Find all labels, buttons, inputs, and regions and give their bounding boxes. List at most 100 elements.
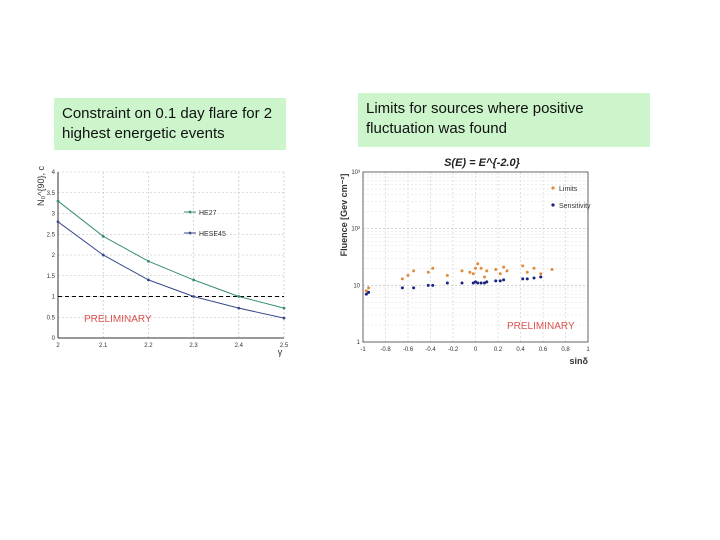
data-point-sensitivity [539,275,543,279]
x-tick-label: -0.6 [403,347,414,353]
x-tick-label: -0.4 [425,347,436,353]
x-axis-label: γ [278,347,283,357]
x-tick-label: 0 [474,347,478,353]
data-point-sensitivity [483,281,486,285]
x-tick-label: 0.6 [539,347,548,353]
data-point-limits [364,289,368,293]
data-point-limits [412,269,416,273]
data-point [282,306,286,310]
series-line-hese45 [57,221,285,319]
data-point-sensitivity [471,281,475,285]
x-tick-label: 0.4 [516,347,525,353]
data-point [101,253,105,257]
preliminary-label: PRELIMINARY [507,321,575,332]
data-point-sensitivity [479,281,483,285]
data-point-limits [426,270,430,274]
x-tick-label: -0.8 [380,347,391,353]
data-point-limits [532,266,536,270]
y-tick-label: 3.5 [47,191,56,197]
data-point-limits [406,273,410,277]
data-point-limits [525,270,529,274]
data-point-sensitivity [431,283,435,287]
data-point-sensitivity [521,277,525,281]
y-tick-label: 10³ [351,170,360,176]
legend-marker [551,203,555,207]
data-point [56,199,60,203]
x-tick-label: 2.4 [235,343,244,349]
y-tick-label: 3 [52,212,56,218]
data-point [282,316,286,320]
data-point-sensitivity [400,286,404,290]
data-point-sensitivity [502,278,506,282]
y-axis-label: N₀^{90}, c [36,166,46,206]
x-tick-label: 2.1 [99,343,108,349]
data-point-limits [479,266,483,270]
data-point-sensitivity [364,292,368,296]
data-point-limits [485,269,489,273]
x-axis-label: sinδ [570,356,589,366]
data-point-limits [502,265,506,269]
series-line-he27 [57,200,285,309]
legend-label: HE27 [199,210,217,217]
y-tick-label: 1 [52,295,56,301]
data-point-sensitivity [525,277,529,281]
data-point [56,220,60,224]
x-tick-label: 2 [56,343,60,349]
data-point-sensitivity [494,279,498,283]
data-point-sensitivity [367,290,371,294]
y-tick-label: 10² [351,227,360,233]
data-point-limits [505,269,509,273]
data-point-limits [550,268,554,272]
x-tick-label: 0.8 [561,347,570,353]
y-tick-label: 10 [353,283,360,289]
preliminary-label: PRELIMINARY [84,314,152,325]
x-tick-label: -0.2 [448,347,459,353]
y-tick-label: 0.5 [47,315,56,321]
data-point-sensitivity [474,280,477,284]
y-tick-label: 2 [52,253,56,259]
data-point [237,295,241,298]
legend-marker [551,186,555,190]
data-point-sensitivity [426,283,430,287]
data-point-limits [494,268,498,272]
data-point-sensitivity [498,279,502,283]
data-point-limits [445,273,449,277]
legend-marker [188,231,192,235]
data-point-limits [476,262,480,266]
note-right: Limits for sources where positive fluctu… [358,93,650,147]
data-point-limits [498,272,502,276]
legend-label: Sensitivity [559,203,591,210]
legend-marker [188,210,192,214]
y-tick-label: 0 [52,336,56,342]
data-point [147,259,150,263]
legend-label: Limits [559,186,578,193]
x-tick-label: 2.2 [144,343,153,349]
data-point-limits [521,264,525,268]
data-point [192,295,196,298]
data-point-limits [400,277,404,281]
data-point [192,278,196,282]
legend-label: HESE45 [199,231,226,238]
data-point-limits [474,266,477,270]
x-tick-label: 2.3 [189,343,198,349]
x-tick-label: -1 [360,347,366,353]
data-point-sensitivity [460,281,464,285]
data-point-sensitivity [532,276,536,280]
data-point-limits [367,286,371,290]
data-point-sensitivity [412,286,416,290]
data-point-limits [539,272,543,276]
data-point-limits [483,275,486,279]
y-tick-label: 1 [357,340,361,346]
x-tick-label: 2.5 [280,343,289,349]
note-left: Constraint on 0.1 day flare for 2 highes… [54,98,286,150]
data-point-sensitivity [445,281,449,285]
y-axis-label: Fluence [Gev cm⁻²] [339,174,349,257]
data-point-limits [431,266,435,270]
data-point-sensitivity [476,281,480,285]
plot-frame [362,171,589,343]
y-tick-label: 4 [52,170,56,176]
data-point-limits [468,270,472,274]
chart-title: S(E) = E^{-2.0} [444,157,521,169]
data-point-limits [460,269,464,273]
